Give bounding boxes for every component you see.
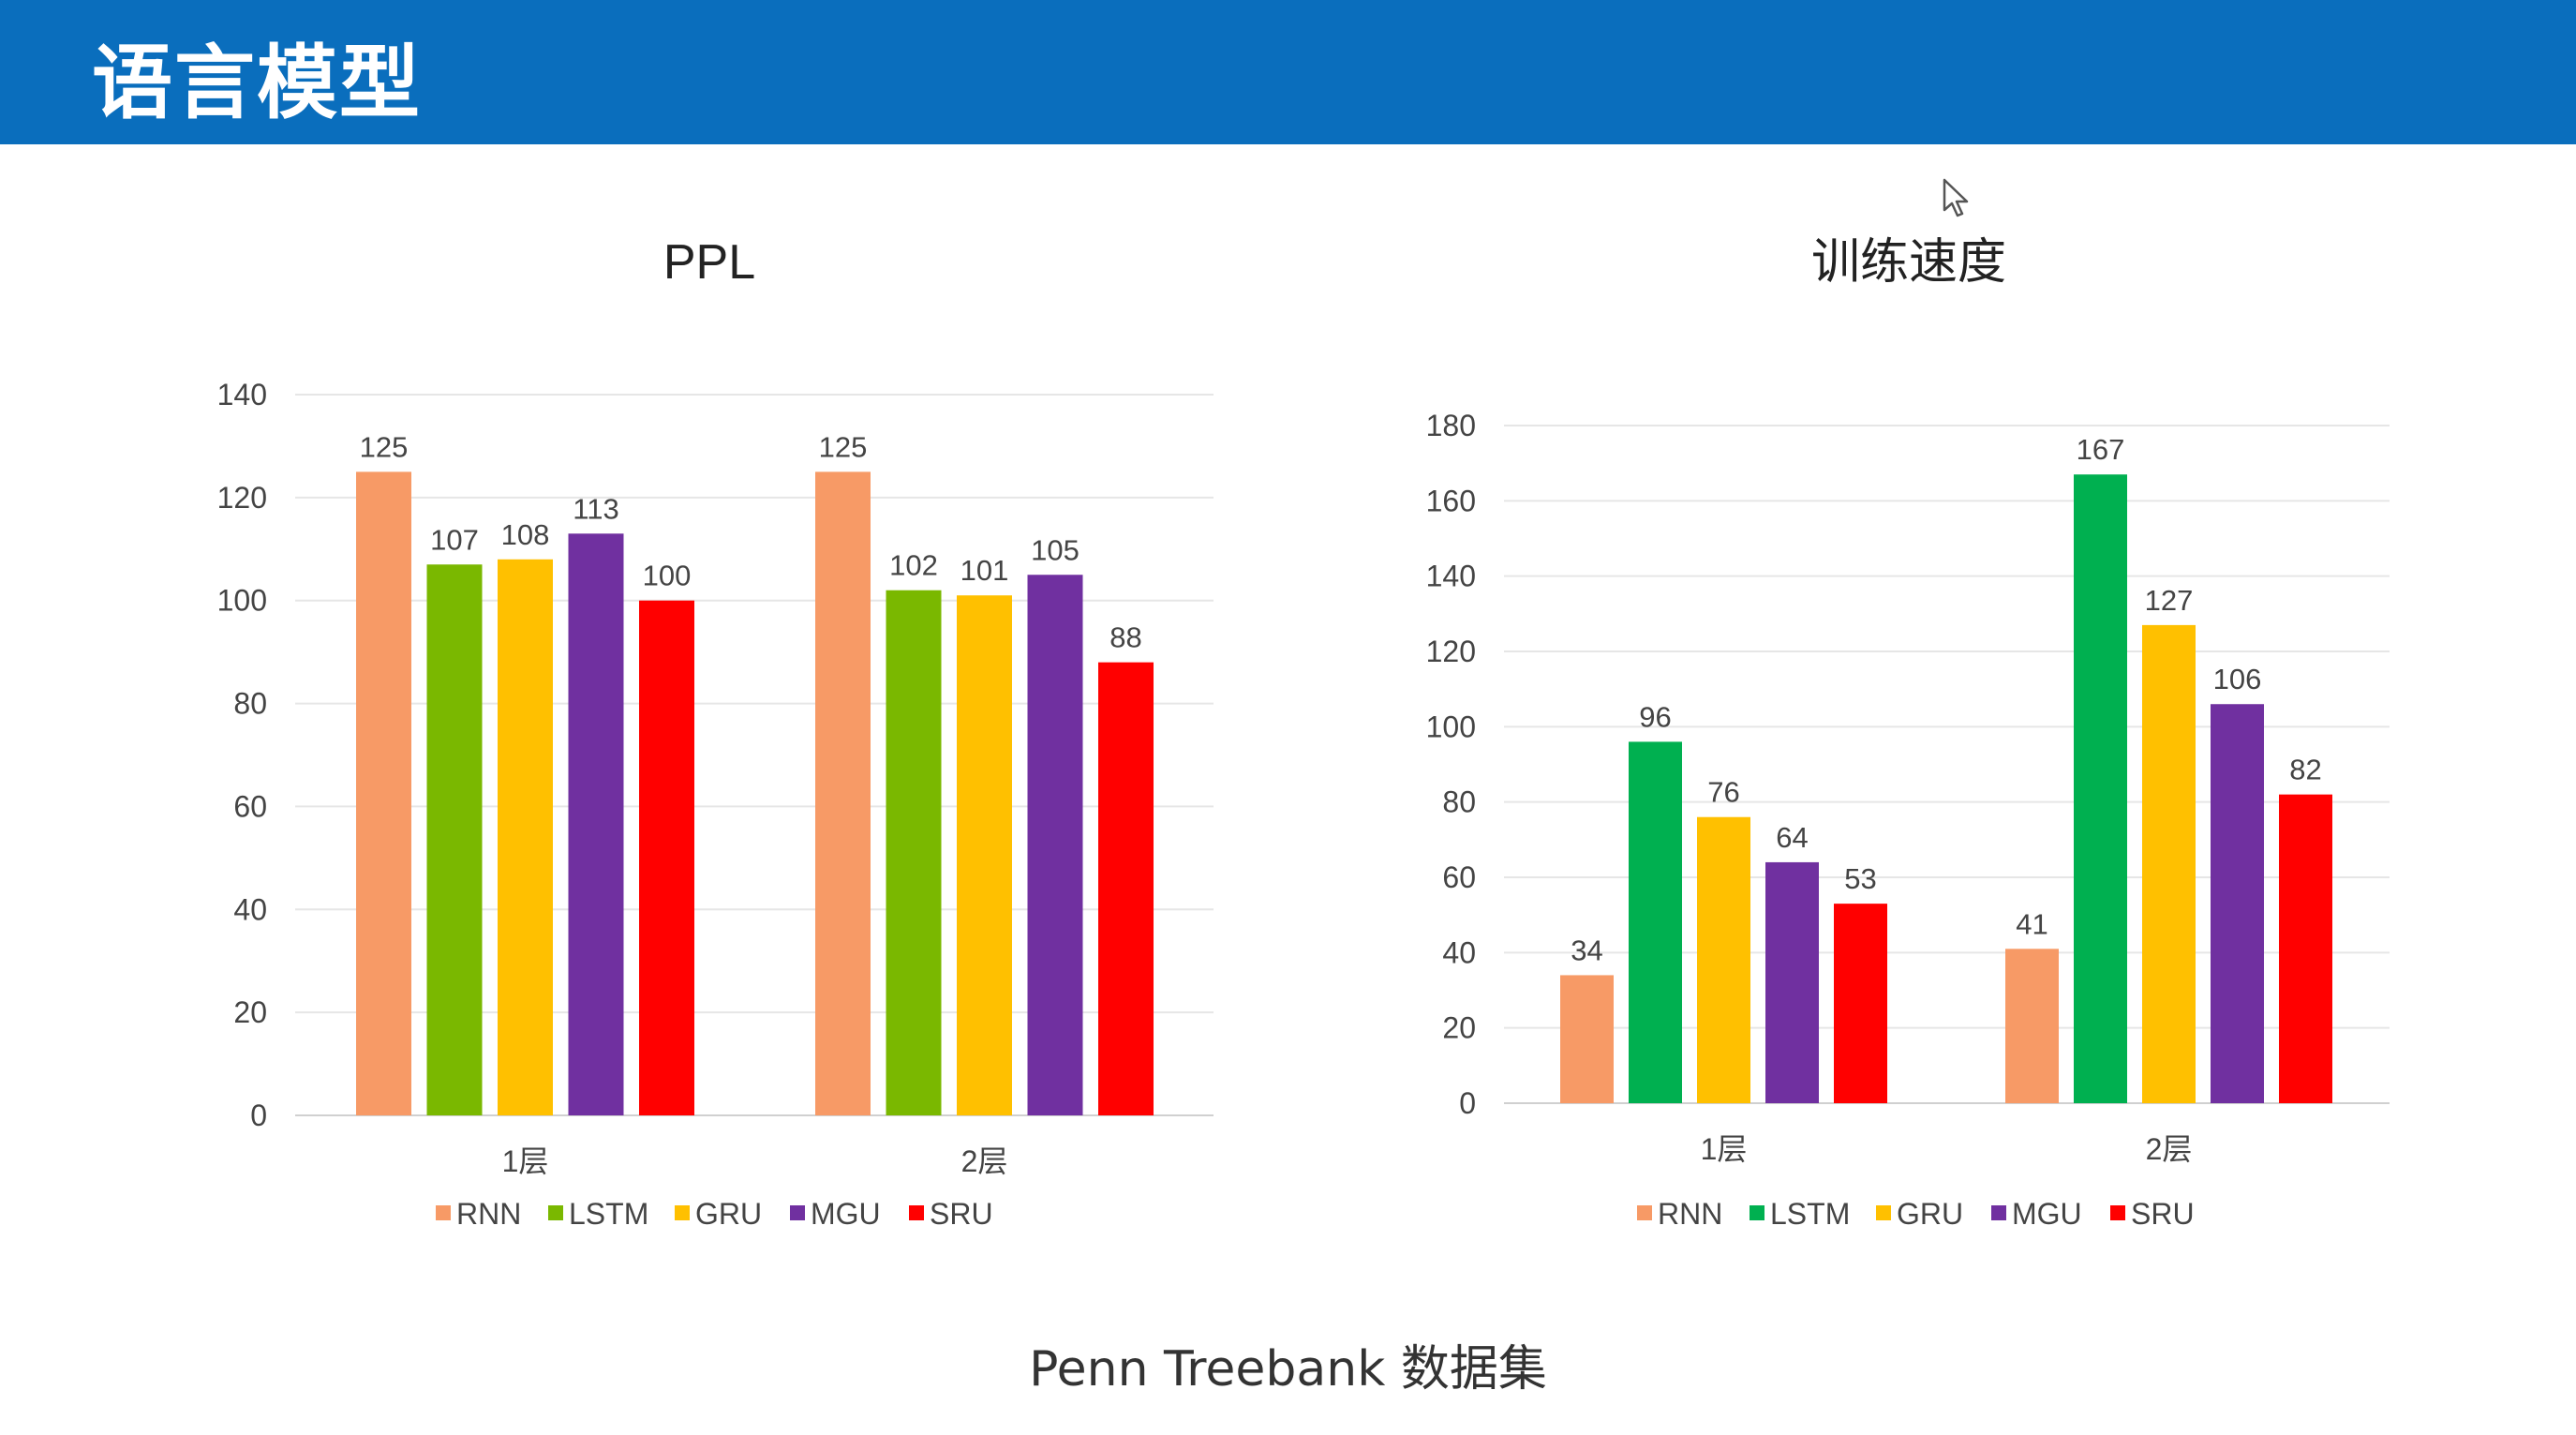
speed-y-tick-label: 120 xyxy=(1426,635,1476,668)
speed-legend-swatch-gru xyxy=(1876,1205,1891,1220)
speed-bar-lstm-2 xyxy=(2074,474,2127,1103)
speed-legend-label-rnn: RNN xyxy=(1658,1197,1722,1231)
speed-y-tick-label: 40 xyxy=(1442,935,1476,969)
speed-data-label: 96 xyxy=(1639,700,1671,733)
ppl-legend-label-mgu: MGU xyxy=(811,1197,881,1231)
ppl-y-tick-label: 40 xyxy=(233,892,267,926)
ppl-legend-label-rnn: RNN xyxy=(456,1197,521,1231)
speed-y-tick-label: 80 xyxy=(1442,785,1476,819)
ppl-legend-swatch-mgu xyxy=(790,1205,805,1220)
speed-data-label: 41 xyxy=(2016,907,2047,940)
training-speed-chart: 训练速度 0 20 40 60 80 100 120 140 160 180 34 96 76 64 53 1层… xyxy=(1426,235,2390,1231)
ppl-legend-label-gru: GRU xyxy=(695,1197,762,1231)
ppl-legend-label-lstm: LSTM xyxy=(569,1197,648,1231)
ppl-y-tick-label: 100 xyxy=(217,584,267,618)
speed-legend-swatch-sru xyxy=(2110,1205,2125,1220)
speed-y-tick-label: 160 xyxy=(1426,484,1476,517)
speed-chart-title: 训练速度 xyxy=(1811,235,2006,290)
speed-y-tick-label: 20 xyxy=(1442,1011,1476,1045)
ppl-legend-swatch-gru xyxy=(675,1205,690,1220)
ppl-y-tick-label: 60 xyxy=(233,789,267,823)
speed-y-tick-label: 0 xyxy=(1459,1086,1476,1120)
ppl-bar-mgu-1 xyxy=(568,533,624,1115)
page-title: 语言模型 xyxy=(92,37,422,130)
ppl-y-tick-label: 140 xyxy=(217,378,267,411)
speed-data-label: 64 xyxy=(1776,821,1808,854)
ppl-legend-swatch-sru xyxy=(909,1205,924,1220)
ppl-data-label: 113 xyxy=(573,492,618,525)
speed-data-label: 106 xyxy=(2213,663,2262,695)
speed-data-label: 53 xyxy=(1844,862,1876,895)
speed-bar-lstm-1 xyxy=(1629,741,1682,1103)
ppl-category-label: 1层 xyxy=(502,1144,549,1178)
ppl-bar-sru-1 xyxy=(639,600,694,1115)
speed-bar-mgu-2 xyxy=(2211,704,2264,1103)
speed-category-label: 2层 xyxy=(2146,1132,2193,1166)
speed-bar-gru-1 xyxy=(1697,816,1750,1103)
ppl-legend-swatch-rnn xyxy=(436,1205,451,1220)
ppl-data-label: 101 xyxy=(960,554,1009,587)
speed-data-label: 127 xyxy=(2145,584,2194,617)
ppl-data-label: 102 xyxy=(889,549,938,582)
ppl-chart: PPL 0 20 40 60 80 100 120 140 125 107 108 113 100 1层 12… xyxy=(217,235,1214,1231)
ppl-y-tick-label: 0 xyxy=(250,1099,267,1132)
speed-legend-swatch-mgu xyxy=(1991,1205,2006,1220)
ppl-bar-lstm-2 xyxy=(886,590,942,1115)
ppl-data-label: 88 xyxy=(1109,621,1141,654)
ppl-bar-gru-1 xyxy=(498,559,553,1115)
speed-legend-swatch-lstm xyxy=(1750,1205,1764,1220)
speed-y-tick-label: 100 xyxy=(1426,710,1476,743)
speed-legend-label-sru: SRU xyxy=(2131,1197,2195,1231)
ppl-legend-label-sru: SRU xyxy=(930,1197,993,1231)
ppl-data-label: 125 xyxy=(819,430,868,463)
ppl-bar-rnn-2 xyxy=(815,471,871,1116)
speed-data-label: 34 xyxy=(1571,934,1602,966)
speed-bar-mgu-1 xyxy=(1765,861,1819,1103)
ppl-bar-sru-2 xyxy=(1098,662,1154,1115)
ppl-legend-swatch-lstm xyxy=(548,1205,563,1220)
header-bar: 语言模型 xyxy=(0,0,2576,144)
speed-bar-sru-2 xyxy=(2279,794,2332,1103)
speed-bar-rnn-1 xyxy=(1560,975,1614,1103)
speed-y-tick-label: 140 xyxy=(1426,560,1476,593)
ppl-bar-gru-2 xyxy=(957,595,1012,1115)
ppl-y-tick-label: 120 xyxy=(217,481,267,515)
speed-y-tick-label: 60 xyxy=(1442,860,1476,894)
ppl-data-label: 108 xyxy=(501,518,550,551)
speed-legend-label-lstm: LSTM xyxy=(1770,1197,1850,1231)
ppl-bar-mgu-2 xyxy=(1027,575,1083,1115)
speed-legend-label-gru: GRU xyxy=(1897,1197,1963,1231)
speed-category-label: 1层 xyxy=(1701,1132,1748,1166)
ppl-data-label: 107 xyxy=(430,523,479,556)
mouse-pointer-icon xyxy=(1943,178,1969,217)
speed-y-tick-label: 180 xyxy=(1426,409,1476,442)
speed-data-label: 82 xyxy=(2289,754,2321,786)
ppl-chart-title: PPL xyxy=(663,235,755,290)
speed-bar-rnn-2 xyxy=(2005,949,2059,1103)
ppl-bar-lstm-1 xyxy=(426,564,483,1115)
speed-data-label: 167 xyxy=(2077,433,2125,466)
ppl-y-tick-label: 80 xyxy=(233,687,267,721)
ppl-data-label: 105 xyxy=(1031,533,1080,566)
ppl-category-label: 2层 xyxy=(961,1144,1008,1178)
ppl-data-label: 125 xyxy=(360,430,409,463)
speed-bar-sru-1 xyxy=(1834,904,1887,1103)
dataset-caption: Penn Treebank 数据集 xyxy=(1029,1341,1547,1398)
ppl-y-tick-label: 20 xyxy=(233,995,267,1029)
speed-legend-swatch-rnn xyxy=(1637,1205,1652,1220)
speed-legend-label-mgu: MGU xyxy=(2012,1197,2082,1231)
speed-bar-gru-2 xyxy=(2142,624,2196,1103)
speed-data-label: 76 xyxy=(1707,776,1739,809)
ppl-data-label: 100 xyxy=(643,560,692,592)
ppl-bar-rnn-1 xyxy=(356,471,411,1116)
